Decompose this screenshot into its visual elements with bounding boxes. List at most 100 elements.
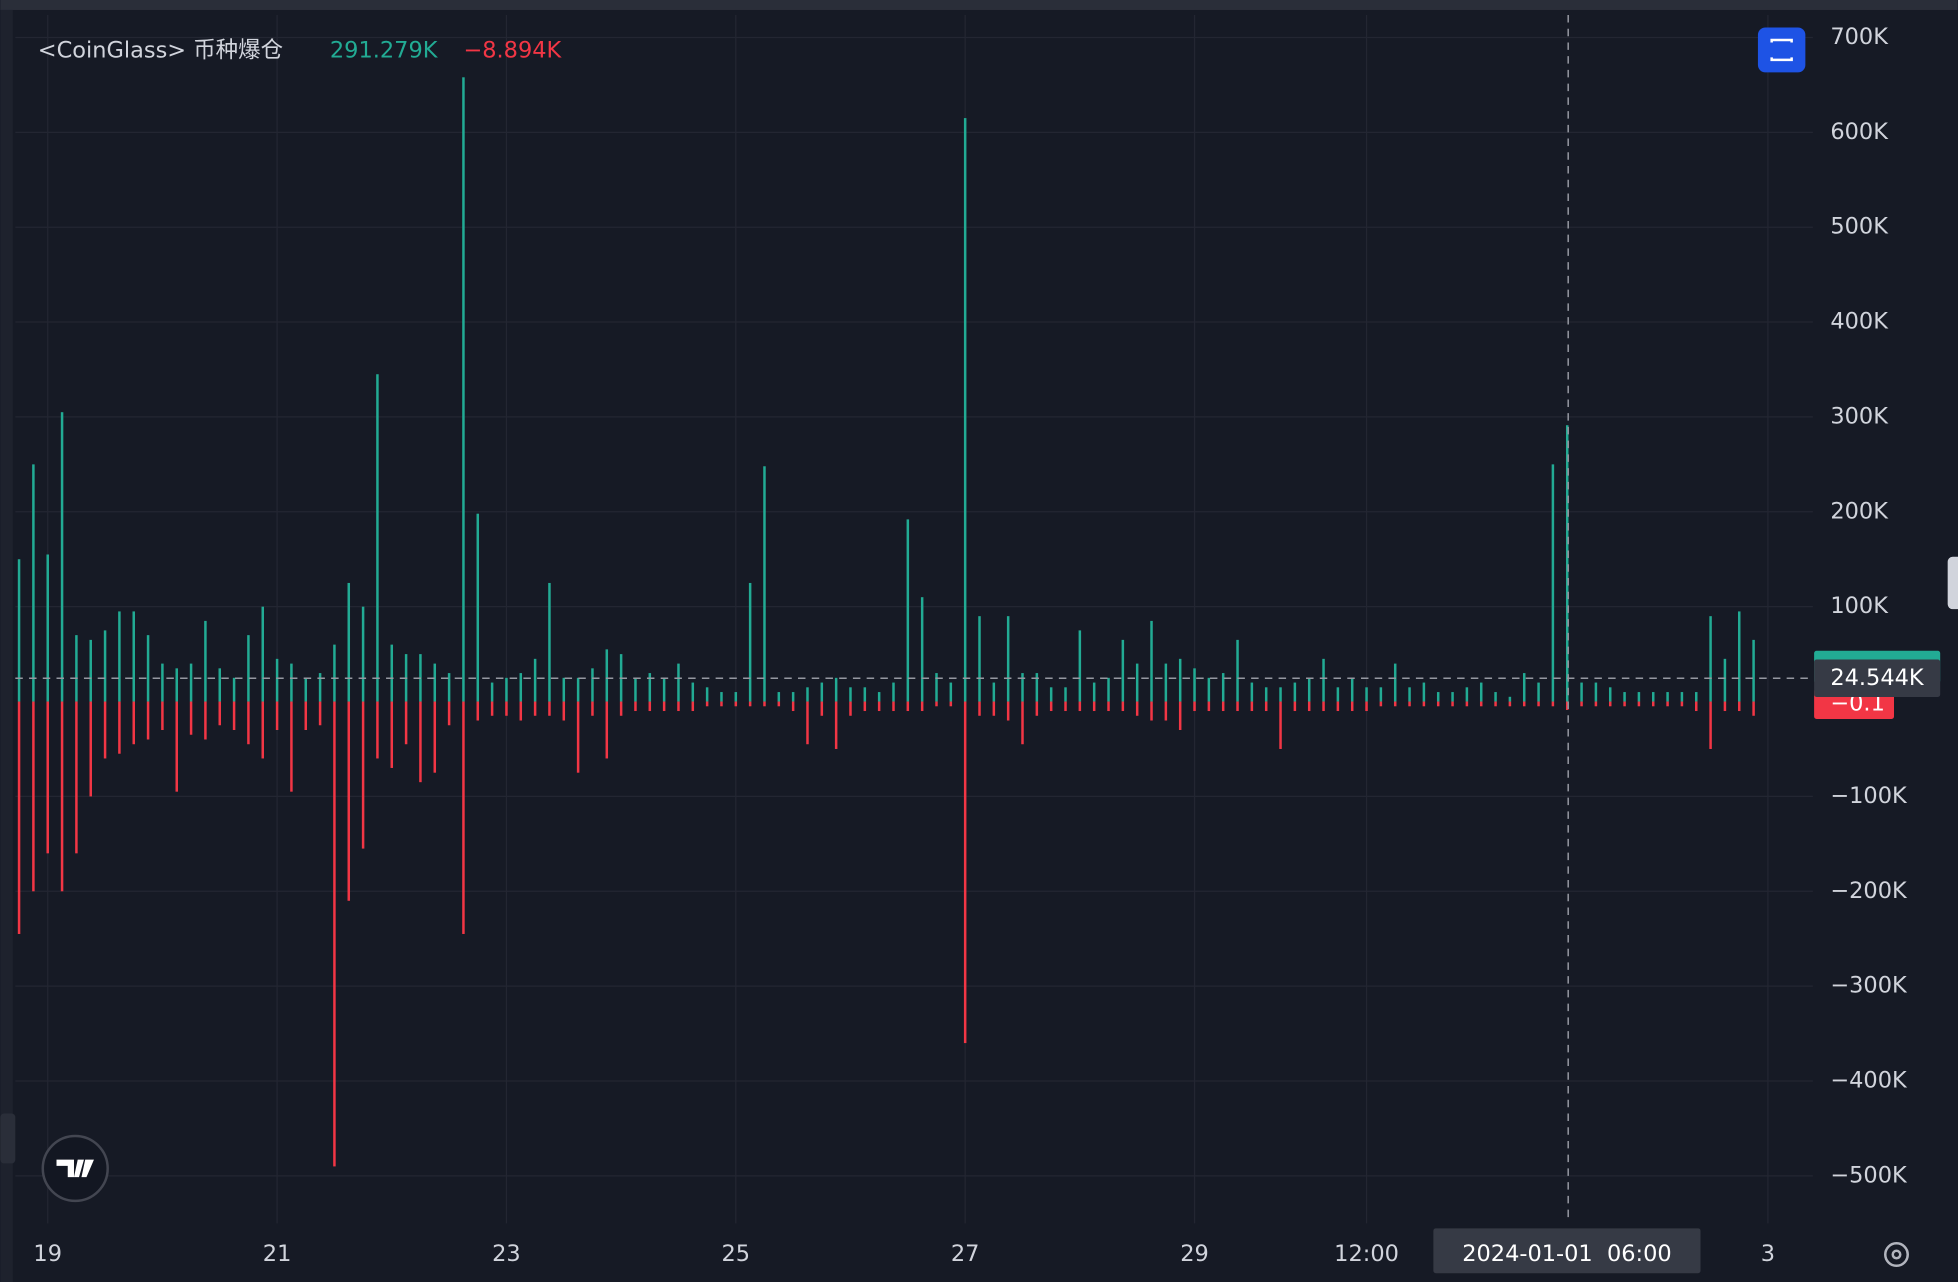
bar [1393, 663, 1397, 702]
bar [1723, 658, 1727, 702]
bar [1307, 701, 1311, 712]
bar [548, 701, 551, 716]
settings-icon-core [1891, 1249, 1902, 1260]
bar [648, 701, 652, 712]
bar [17, 559, 21, 702]
bar [1250, 701, 1254, 712]
bar [390, 701, 394, 768]
bar [1379, 701, 1383, 707]
bar [820, 701, 824, 716]
y-tick-label: −400K [1830, 1068, 1908, 1094]
bar [118, 611, 121, 702]
bar [1695, 692, 1698, 702]
bar [275, 701, 279, 731]
bar [304, 701, 308, 731]
bar [1164, 701, 1168, 721]
side-toggle[interactable] [0, 1113, 16, 1164]
bar [1680, 701, 1684, 707]
bar [834, 701, 838, 749]
bar [777, 692, 781, 702]
bar [662, 677, 666, 702]
bar [17, 701, 21, 934]
bar [75, 701, 78, 854]
bar [1666, 701, 1669, 707]
bar [1651, 692, 1655, 702]
bar [1422, 682, 1426, 702]
bar [519, 701, 523, 721]
y-tick-label: 500K [1830, 214, 1889, 240]
bar [75, 635, 78, 702]
bar [1049, 687, 1053, 702]
tv-logo[interactable] [41, 1134, 109, 1203]
bar [376, 374, 379, 702]
bar [634, 701, 637, 712]
bar [46, 701, 49, 854]
bar [1264, 701, 1268, 712]
bar [1752, 639, 1755, 702]
bar [1279, 687, 1282, 702]
bar [1637, 701, 1641, 707]
bar [1021, 701, 1024, 745]
bar [1307, 677, 1311, 702]
bar [1121, 639, 1125, 702]
bar [247, 635, 250, 702]
bar [1709, 616, 1712, 702]
bar [1666, 692, 1669, 702]
tv-logo-mark [56, 1159, 94, 1178]
bar [333, 644, 336, 702]
right-handle[interactable] [1947, 556, 1958, 610]
bar [591, 668, 594, 702]
bar [146, 701, 150, 740]
bar [1236, 639, 1239, 702]
bar [1436, 692, 1440, 702]
bar [1092, 701, 1096, 712]
bar [1623, 692, 1626, 702]
bar [347, 582, 351, 702]
bar [1135, 701, 1139, 716]
bar [1451, 692, 1454, 702]
bar [1336, 687, 1340, 702]
bar [1738, 611, 1741, 702]
bar [806, 687, 809, 702]
y-tick-label: −500K [1830, 1162, 1908, 1188]
bar [562, 677, 566, 702]
bar [132, 611, 135, 702]
readout-short: −8.894K [463, 38, 562, 64]
bar [1365, 687, 1368, 702]
bar [863, 701, 867, 712]
x-tick-label: 23 [492, 1241, 521, 1267]
bar [1221, 673, 1225, 702]
bar [1723, 701, 1727, 712]
x-tick-label: 19 [33, 1241, 62, 1267]
bar [1078, 630, 1082, 702]
bar [103, 701, 107, 759]
bar [333, 701, 336, 1167]
bar [1623, 701, 1626, 707]
bar [562, 701, 566, 721]
settings-icon[interactable] [1884, 1242, 1909, 1268]
crosshair-y-tag [1814, 659, 1941, 697]
bar [820, 682, 824, 702]
bar [1709, 701, 1712, 749]
bar [1522, 673, 1526, 702]
bar [892, 701, 895, 712]
bar [1752, 701, 1755, 716]
bar [1107, 701, 1110, 712]
bar [347, 701, 351, 901]
bar [275, 658, 279, 702]
bar [476, 513, 480, 702]
bar [834, 677, 838, 702]
bar [462, 77, 465, 702]
bar [748, 582, 752, 702]
crosshair-x-tag [1433, 1228, 1701, 1274]
crosshair-x-label: 2024-01-01 06:00 [1462, 1241, 1671, 1267]
bar [734, 692, 738, 702]
screenshot-button[interactable] [1757, 27, 1806, 73]
bar [906, 519, 910, 702]
bar [806, 701, 809, 745]
bar [290, 701, 293, 792]
bar [1465, 701, 1469, 707]
bar [1494, 701, 1497, 707]
bar [304, 677, 308, 702]
bar [1508, 696, 1512, 702]
